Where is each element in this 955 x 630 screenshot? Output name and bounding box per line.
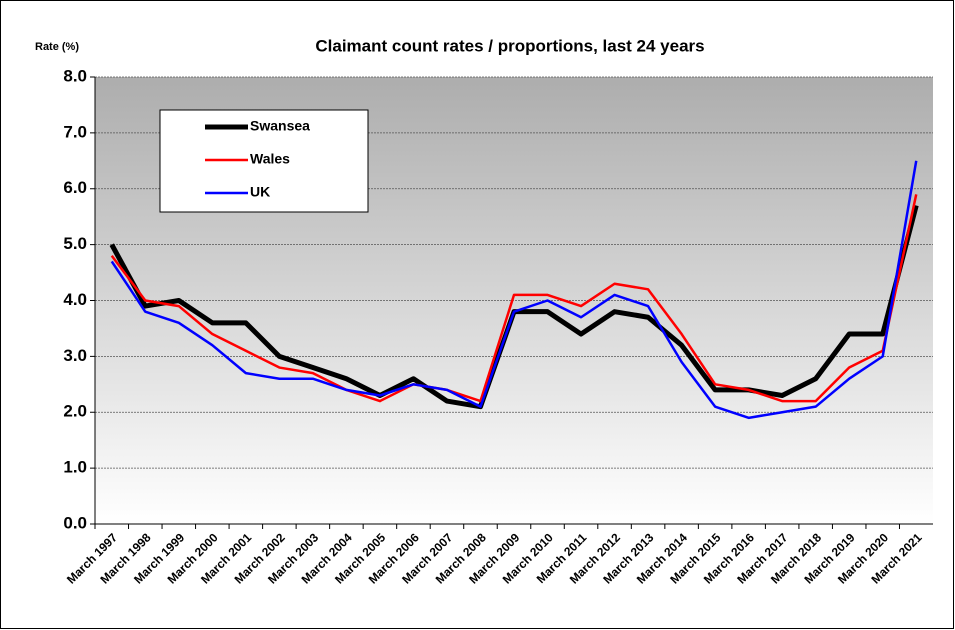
chart-title: Claimant count rates / proportions, last… — [315, 36, 704, 55]
series-line — [110, 160, 918, 420]
y-tick-label: 7.0 — [63, 122, 87, 141]
y-tick-label: 5.0 — [63, 234, 87, 253]
y-tick-label: 0.0 — [63, 513, 87, 532]
y-tick-label: 8.0 — [63, 66, 87, 85]
legend-label: Swansea — [250, 118, 310, 134]
legend — [159, 109, 369, 213]
series-line — [110, 194, 918, 403]
legend-label: UK — [250, 184, 270, 200]
y-tick-label: 4.0 — [63, 290, 87, 309]
y-axis-label: Rate (%) — [35, 41, 79, 53]
y-tick-label: 6.0 — [63, 178, 87, 197]
legend-label: Wales — [250, 151, 290, 167]
y-tick-label: 1.0 — [63, 458, 87, 477]
y-tick-label: 2.0 — [63, 402, 87, 421]
y-tick-label: 3.0 — [63, 346, 87, 365]
